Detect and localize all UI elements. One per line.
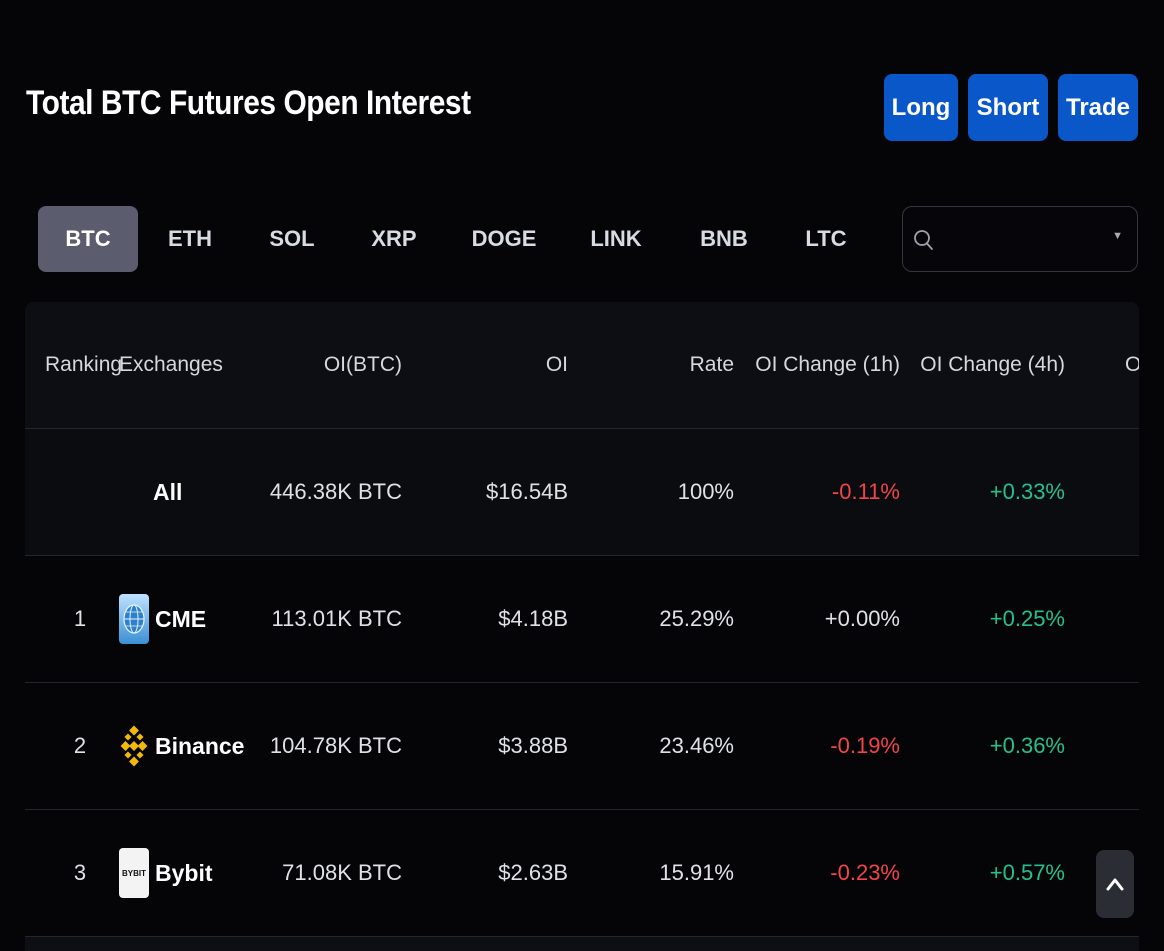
header-ranking[interactable]: Ranking bbox=[45, 353, 123, 376]
tab-btc[interactable]: BTC bbox=[38, 206, 138, 272]
row-rate: 15.91% bbox=[659, 860, 734, 885]
row-oi-btc: 104.78K BTC bbox=[269, 733, 402, 758]
tab-doge[interactable]: DOGE bbox=[471, 226, 537, 251]
row-rate: 23.46% bbox=[659, 733, 734, 758]
exchange-name: CME bbox=[155, 605, 207, 632]
tab-xrp[interactable]: XRP bbox=[371, 226, 417, 251]
table-header: Ranking Exchanges OI(BTC) OI Rate OI Cha… bbox=[25, 302, 1139, 429]
header-rate[interactable]: Rate bbox=[689, 353, 734, 376]
all-label: All bbox=[153, 478, 183, 505]
header-oi[interactable]: OI bbox=[545, 353, 568, 376]
row-exchange[interactable]: Binance bbox=[119, 683, 299, 809]
row-oi-btc: 113.01K BTC bbox=[271, 606, 402, 631]
all-rate: 100% bbox=[677, 479, 734, 504]
row-exchange[interactable]: BYBIT Bybit bbox=[119, 810, 299, 936]
row-oi-change-4h: +0.36% bbox=[989, 733, 1065, 758]
chevron-down-icon: ▼ bbox=[1112, 230, 1123, 242]
row-oi-change-4h: +0.25% bbox=[989, 606, 1065, 631]
chevron-up-icon bbox=[1106, 878, 1124, 891]
row-rank: 2 bbox=[73, 733, 87, 758]
header-oi-change-1h[interactable]: OI Change (1h) bbox=[755, 353, 900, 376]
page-title: Total BTC Futures Open Interest bbox=[26, 84, 471, 122]
header-oi-change-4h[interactable]: OI Change (4h) bbox=[920, 353, 1065, 376]
all-oi-change-4h: +0.33% bbox=[989, 479, 1065, 504]
row-exchange[interactable]: CME bbox=[119, 556, 299, 682]
trade-button[interactable]: Trade bbox=[1058, 74, 1138, 141]
table-row-all: All 446.38K BTC $16.54B 100% -0.11% +0.3… bbox=[25, 429, 1139, 556]
tab-sol[interactable]: SOL bbox=[269, 226, 315, 251]
table-row[interactable]: 1 CME 113.01K BTC $4.18 bbox=[25, 556, 1139, 683]
tab-eth[interactable]: ETH bbox=[168, 226, 212, 251]
row-oi: $3.88B bbox=[498, 733, 568, 758]
tab-ltc[interactable]: LTC bbox=[805, 226, 847, 251]
row-oi-change-1h: +0.00% bbox=[824, 606, 900, 631]
short-button[interactable]: Short bbox=[968, 74, 1048, 141]
row-oi-change-1h: -0.19% bbox=[830, 733, 900, 758]
tab-bnb[interactable]: BNB bbox=[700, 226, 748, 251]
open-interest-table: Ranking Exchanges OI(BTC) OI Rate OI Cha… bbox=[25, 302, 1139, 951]
row-oi: $2.63B bbox=[498, 860, 568, 885]
header-more[interactable]: OI bbox=[1125, 353, 1139, 376]
row-oi: $4.18B bbox=[498, 606, 568, 631]
row-rank: 3 bbox=[73, 860, 87, 885]
binance-logo bbox=[119, 721, 149, 771]
row-rank: 1 bbox=[73, 606, 87, 631]
coin-tabs: BTC ETH SOL XRP DOGE LINK BNB LTC bbox=[38, 206, 898, 272]
row-rate: 25.29% bbox=[659, 606, 734, 631]
row-oi-change-1h: -0.23% bbox=[830, 860, 900, 885]
long-button[interactable]: Long bbox=[884, 74, 958, 141]
coin-search-select[interactable]: ▼ bbox=[902, 206, 1138, 272]
all-oi: $16.54B bbox=[486, 479, 568, 504]
header-exchanges[interactable]: Exchanges bbox=[119, 353, 223, 376]
all-oi-btc: 446.38K BTC bbox=[269, 479, 402, 504]
cme-logo bbox=[119, 594, 149, 644]
header-oi-btc[interactable]: OI(BTC) bbox=[323, 353, 402, 376]
exchange-name: Binance bbox=[155, 732, 245, 759]
exchange-name: Bybit bbox=[155, 859, 213, 886]
table-row[interactable]: 2 bbox=[25, 683, 1139, 810]
row-oi-change-4h: +0.57% bbox=[989, 860, 1065, 885]
scroll-to-top-button[interactable] bbox=[1096, 850, 1134, 918]
table-row[interactable]: 3 BYBIT Bybit 71.08K BTC $2.63B 15.91% -… bbox=[25, 810, 1139, 937]
row-oi-btc: 71.08K BTC bbox=[282, 860, 402, 885]
tab-link[interactable]: LINK bbox=[590, 226, 642, 251]
bybit-logo: BYBIT bbox=[119, 848, 149, 898]
all-oi-change-1h: -0.11% bbox=[831, 479, 900, 504]
action-buttons: Long Short Trade bbox=[884, 74, 1138, 141]
search-icon bbox=[914, 230, 933, 250]
